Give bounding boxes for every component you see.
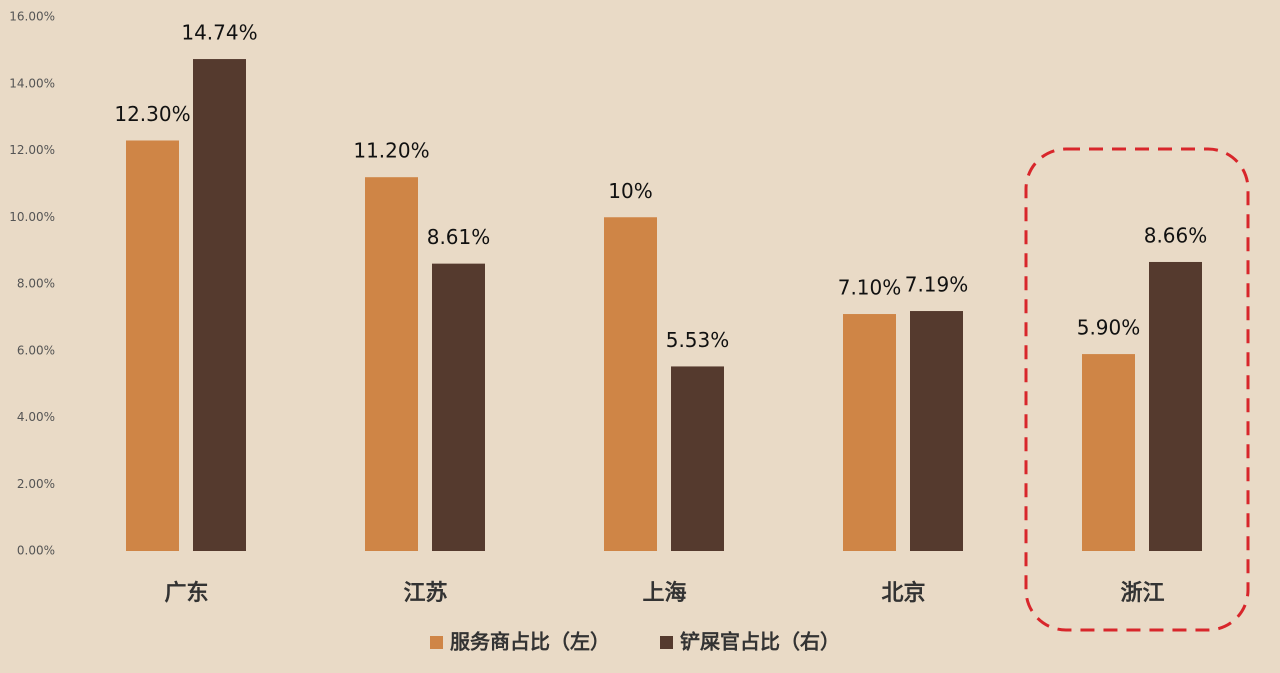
value-label: 12.30% bbox=[114, 102, 190, 126]
y-tick-label: 12.00% bbox=[9, 143, 55, 157]
y-tick-label: 6.00% bbox=[17, 343, 55, 357]
bar bbox=[843, 314, 896, 551]
y-tick-label: 16.00% bbox=[9, 10, 55, 24]
value-label: 7.10% bbox=[838, 276, 902, 300]
bar bbox=[365, 177, 418, 551]
value-label: 11.20% bbox=[353, 139, 429, 163]
legend-swatch bbox=[430, 636, 443, 649]
x-tick-label: 北京 bbox=[881, 580, 925, 606]
value-label: 10% bbox=[608, 179, 652, 203]
bar bbox=[1082, 354, 1135, 551]
bar bbox=[604, 217, 657, 551]
value-label: 14.74% bbox=[181, 21, 257, 45]
y-tick-label: 2.00% bbox=[17, 477, 55, 491]
y-tick-label: 4.00% bbox=[17, 410, 55, 424]
bar bbox=[671, 366, 724, 551]
x-tick-label: 上海 bbox=[642, 580, 686, 606]
value-label: 5.90% bbox=[1077, 316, 1141, 340]
bar bbox=[432, 263, 485, 551]
bar bbox=[193, 59, 246, 552]
legend-label: 铲屎官占比（右） bbox=[680, 630, 840, 654]
y-tick-label: 0.00% bbox=[17, 544, 55, 558]
legend-label: 服务商占比（左） bbox=[450, 630, 610, 654]
value-label: 8.61% bbox=[427, 225, 491, 249]
bar bbox=[126, 140, 179, 552]
bar bbox=[1149, 261, 1202, 551]
legend-swatch bbox=[660, 636, 673, 649]
y-tick-label: 8.00% bbox=[17, 277, 55, 291]
y-tick-label: 14.00% bbox=[9, 76, 55, 90]
x-tick-label: 广东 bbox=[164, 580, 208, 606]
x-tick-label: 浙江 bbox=[1120, 581, 1164, 606]
x-tick-label: 江苏 bbox=[403, 580, 447, 606]
y-tick-label: 10.00% bbox=[9, 210, 55, 224]
value-label: 5.53% bbox=[666, 328, 730, 352]
value-label: 8.66% bbox=[1144, 223, 1208, 247]
highlight-box bbox=[1024, 147, 1250, 632]
bar bbox=[910, 311, 963, 551]
value-label: 7.19% bbox=[905, 273, 969, 297]
